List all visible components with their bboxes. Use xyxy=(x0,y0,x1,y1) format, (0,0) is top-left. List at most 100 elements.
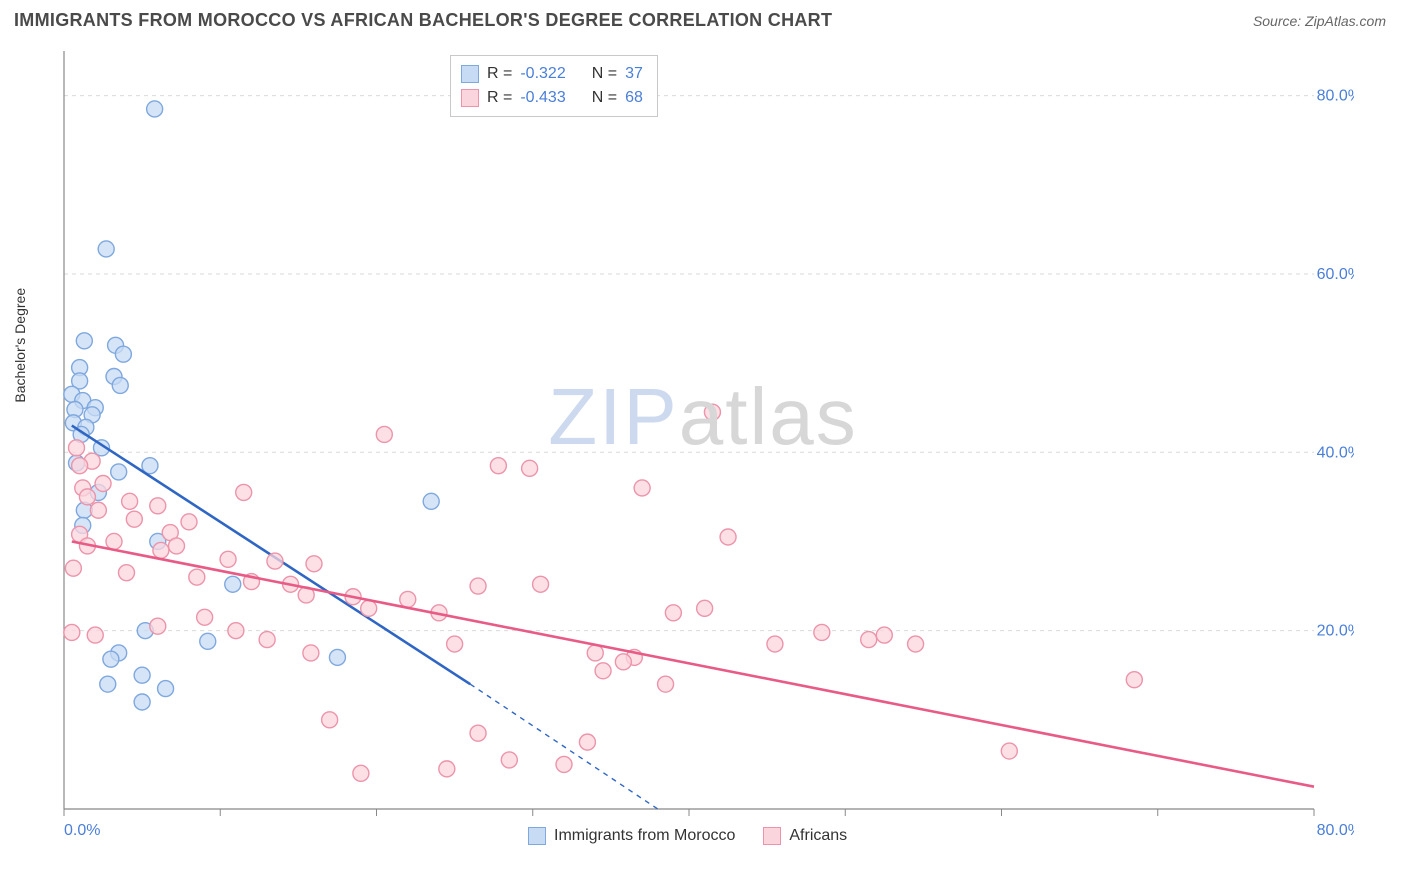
data-point-morocco xyxy=(147,101,163,117)
data-point-africans xyxy=(150,498,166,514)
n-label: N = xyxy=(592,86,617,110)
data-point-morocco xyxy=(200,633,216,649)
correlation-stats-box: R = -0.322 N = 37 R = -0.433 N = 68 xyxy=(450,55,658,117)
data-point-africans xyxy=(697,600,713,616)
data-point-africans xyxy=(400,591,416,607)
data-point-morocco xyxy=(134,694,150,710)
y-tick-label: 40.0% xyxy=(1317,444,1354,461)
data-point-morocco xyxy=(225,576,241,592)
legend-label: Africans xyxy=(789,827,847,845)
data-point-africans xyxy=(470,725,486,741)
data-point-africans xyxy=(322,712,338,728)
data-point-africans xyxy=(122,493,138,509)
data-point-africans xyxy=(169,538,185,554)
data-point-africans xyxy=(587,645,603,661)
y-tick-label: 20.0% xyxy=(1317,623,1354,640)
data-point-morocco xyxy=(103,651,119,667)
data-point-africans xyxy=(220,551,236,567)
swatch-morocco xyxy=(461,65,479,83)
x-min-label: 0.0% xyxy=(64,822,100,839)
data-point-africans xyxy=(69,440,85,456)
data-point-africans xyxy=(522,460,538,476)
legend-swatch-morocco xyxy=(528,827,546,845)
data-point-africans xyxy=(533,576,549,592)
data-point-africans xyxy=(79,489,95,505)
legend-item-africans: Africans xyxy=(763,827,847,845)
data-point-africans xyxy=(153,542,169,558)
data-point-africans xyxy=(814,624,830,640)
stat-row-africans: R = -0.433 N = 68 xyxy=(461,86,643,110)
data-point-africans xyxy=(95,476,111,492)
data-point-africans xyxy=(556,756,572,772)
data-point-africans xyxy=(64,624,80,640)
data-point-africans xyxy=(228,623,244,639)
data-point-africans xyxy=(197,609,213,625)
data-point-africans xyxy=(876,627,892,643)
r-label: R = xyxy=(487,62,512,86)
data-point-africans xyxy=(501,752,517,768)
data-point-africans xyxy=(303,645,319,661)
r-value: -0.322 xyxy=(520,62,565,86)
data-point-africans xyxy=(306,556,322,572)
data-point-africans xyxy=(908,636,924,652)
scatter-chart: 20.0% 40.0% 60.0% 80.0% 0.0% 80.0% xyxy=(14,37,1354,877)
data-point-africans xyxy=(90,502,106,518)
data-point-morocco xyxy=(329,649,345,665)
legend-label: Immigrants from Morocco xyxy=(554,827,735,845)
data-point-africans xyxy=(720,529,736,545)
r-value: -0.433 xyxy=(520,86,565,110)
data-point-africans xyxy=(87,627,103,643)
data-point-morocco xyxy=(423,493,439,509)
data-point-africans xyxy=(126,511,142,527)
swatch-africans xyxy=(461,89,479,107)
data-point-morocco xyxy=(112,377,128,393)
data-point-africans xyxy=(634,480,650,496)
data-point-africans xyxy=(236,484,252,500)
data-point-africans xyxy=(665,605,681,621)
data-point-africans xyxy=(189,569,205,585)
n-value: 37 xyxy=(625,62,643,86)
data-point-africans xyxy=(579,734,595,750)
data-point-africans xyxy=(181,514,197,530)
data-point-morocco xyxy=(111,464,127,480)
source-credit: Source: ZipAtlas.com xyxy=(1253,13,1386,29)
data-point-africans xyxy=(658,676,674,692)
data-point-africans xyxy=(615,654,631,670)
stat-row-morocco: R = -0.322 N = 37 xyxy=(461,62,643,86)
legend-item-morocco: Immigrants from Morocco xyxy=(528,827,735,845)
data-point-africans xyxy=(447,636,463,652)
chart-container: Bachelor's Degree 20.0%40.0%60.0%80.0%0.… xyxy=(14,37,1392,882)
data-point-africans xyxy=(259,632,275,648)
data-point-morocco xyxy=(134,667,150,683)
data-point-africans xyxy=(361,600,377,616)
data-point-morocco xyxy=(100,676,116,692)
data-point-africans xyxy=(106,533,122,549)
n-label: N = xyxy=(592,62,617,86)
data-point-africans xyxy=(470,578,486,594)
data-point-africans xyxy=(65,560,81,576)
y-tick-label: 60.0% xyxy=(1317,266,1354,283)
data-point-africans xyxy=(490,458,506,474)
data-point-africans xyxy=(267,553,283,569)
data-point-africans xyxy=(376,426,392,442)
data-point-africans xyxy=(861,632,877,648)
data-point-morocco xyxy=(76,333,92,349)
data-point-africans xyxy=(704,404,720,420)
source-link[interactable]: ZipAtlas.com xyxy=(1305,13,1386,29)
data-point-africans xyxy=(767,636,783,652)
source-prefix: Source: xyxy=(1253,13,1305,29)
data-point-morocco xyxy=(115,346,131,362)
chart-header: IMMIGRANTS FROM MOROCCO VS AFRICAN BACHE… xyxy=(0,0,1406,37)
data-point-morocco xyxy=(98,241,114,257)
y-tick-label: 80.0% xyxy=(1317,88,1354,105)
data-point-africans xyxy=(595,663,611,679)
x-max-label: 80.0% xyxy=(1317,822,1354,839)
r-label: R = xyxy=(487,86,512,110)
series-legend: Immigrants from Morocco Africans xyxy=(528,827,847,845)
regression-ext-morocco xyxy=(470,684,658,809)
data-point-africans xyxy=(439,761,455,777)
n-value: 68 xyxy=(625,86,643,110)
data-point-africans xyxy=(119,565,135,581)
data-point-africans xyxy=(1126,672,1142,688)
legend-swatch-africans xyxy=(763,827,781,845)
